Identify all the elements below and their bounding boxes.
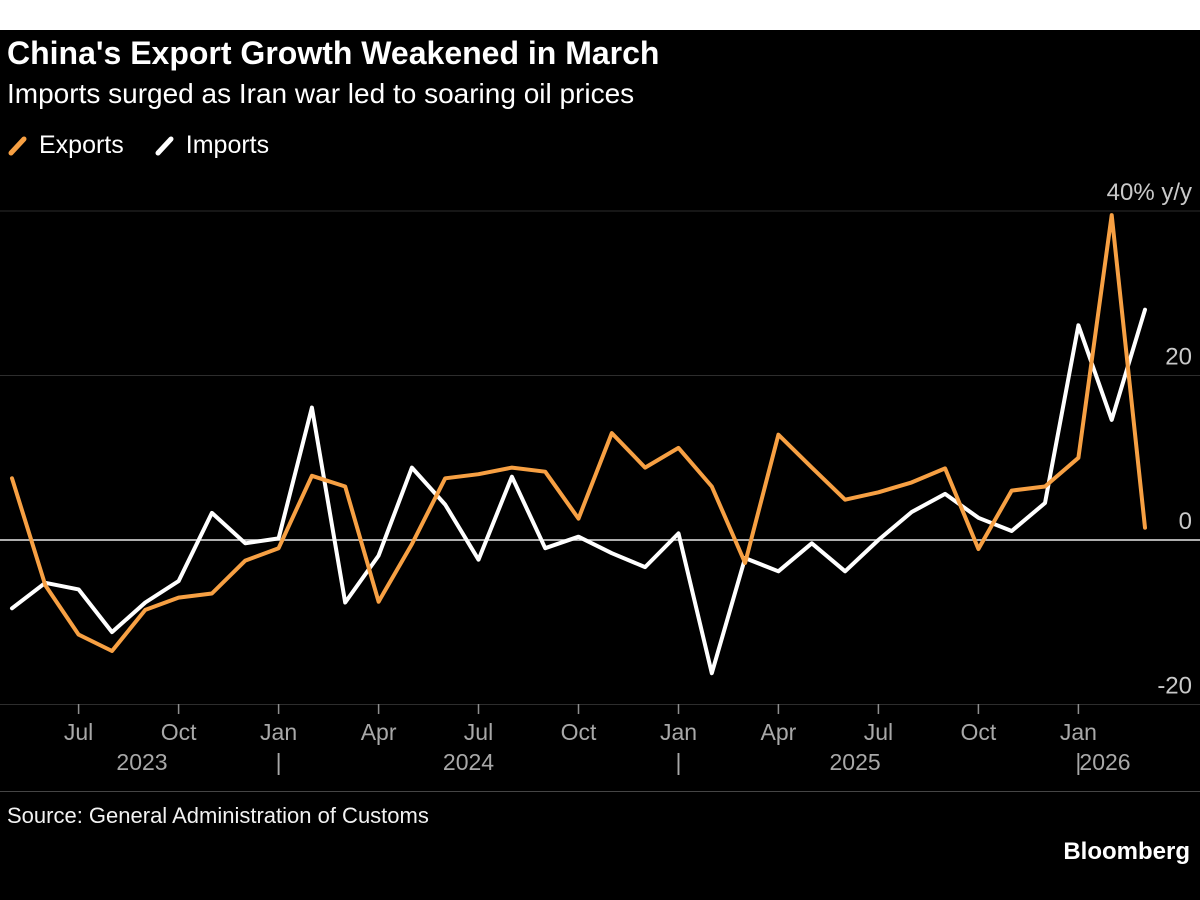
x-axis-month-label: Apr xyxy=(761,719,797,745)
exports-line-mark-icon xyxy=(8,136,27,155)
chart-subtitle: Imports surged as Iran war led to soarin… xyxy=(7,78,635,110)
x-axis-month-label: Oct xyxy=(161,719,197,745)
x-axis-year-label: 2023 xyxy=(116,749,167,775)
x-axis-month-label: Jul xyxy=(864,719,893,745)
series-line-exports xyxy=(10,213,1147,653)
y-axis-label: 0 xyxy=(1179,508,1192,535)
x-axis-month-label: Jan xyxy=(260,719,297,745)
bloomberg-logo: Bloomberg xyxy=(1063,838,1190,865)
legend: Exports Imports xyxy=(7,131,269,160)
legend-label-exports: Exports xyxy=(39,131,124,159)
source-note: Source: General Administration of Custom… xyxy=(7,803,429,828)
x-axis-month-label: Jan xyxy=(1060,719,1097,745)
series-line-imports xyxy=(10,307,1147,676)
x-axis-month-label: Oct xyxy=(561,719,597,745)
legend-item: Exports xyxy=(7,131,124,160)
x-axis-year-label: 2025 xyxy=(830,749,881,775)
x-axis-month-label: Apr xyxy=(361,719,397,745)
y-axis-label: 40% y/y xyxy=(1107,179,1192,206)
imports-line-mark-icon xyxy=(155,136,174,155)
legend-item: Imports xyxy=(154,131,269,160)
x-axis-year-label: 2026 xyxy=(1079,749,1130,775)
y-axis-label: -20 xyxy=(1157,673,1192,700)
legend-label-imports: Imports xyxy=(185,131,270,159)
x-axis-year-separator: | xyxy=(276,749,282,775)
top-white-strip xyxy=(0,0,1200,30)
footer-divider xyxy=(0,791,1200,792)
x-axis-year-separator: | xyxy=(1075,749,1081,775)
x-axis-month-label: Jul xyxy=(64,719,93,745)
x-axis-year-separator: | xyxy=(676,749,682,775)
x-axis-month-label: Jan xyxy=(660,719,697,745)
chart-header: China's Export Growth Weakened in March … xyxy=(7,35,660,110)
y-axis-label: 20 xyxy=(1165,344,1192,371)
x-axis-year-label: 2024 xyxy=(443,749,494,775)
x-axis-month-label: Jul xyxy=(464,719,493,745)
x-axis-month-label: Oct xyxy=(961,719,997,745)
chart-title: China's Export Growth Weakened in March xyxy=(7,35,660,71)
